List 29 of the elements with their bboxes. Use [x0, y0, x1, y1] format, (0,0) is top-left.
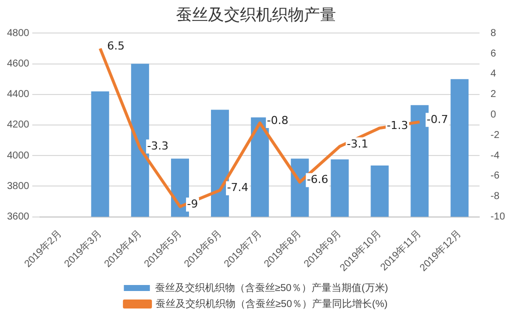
data-label: -0.8 [266, 114, 288, 127]
y2-tick-label: -6 [490, 170, 500, 182]
data-label: -6.6 [306, 172, 328, 186]
y-tick-label: 4800 [6, 28, 30, 39]
y-tick-label: 4600 [6, 58, 30, 70]
y2-tick-label: 6 [490, 48, 497, 60]
y2-tick-label: -2 [490, 130, 500, 141]
data-label: -3.3 [147, 139, 169, 152]
data-label: -3.1 [346, 137, 368, 150]
y2-tick-label: 2 [490, 89, 497, 100]
y2-tick-label: 4 [490, 68, 497, 80]
y2-tick-label: -10 [490, 212, 506, 223]
y-tick-label: 4200 [6, 120, 30, 131]
data-label: -9 [187, 197, 198, 210]
data-label: 6.5 [107, 39, 125, 52]
legend-label: 蚕丝及交织机织物（含蚕丝≥50％）产量当期值(万米) [154, 282, 388, 294]
y2-tick-label: -8 [490, 191, 500, 202]
y2-tick-label: 8 [490, 28, 497, 39]
data-label: -1.3 [386, 118, 408, 132]
y-tick-label: 3800 [6, 180, 30, 192]
y-tick-label: 4400 [6, 89, 30, 100]
legend-label: 蚕丝及交织机织物（含蚕丝≥50％）产量同比增长(%) [155, 298, 388, 310]
data-label: -7.4 [226, 181, 248, 194]
y2-tick-label: 0 [490, 110, 497, 121]
y-tick-label: 4000 [6, 150, 30, 162]
y-tick-label: 3600 [6, 212, 30, 223]
data-label: -0.7 [426, 112, 448, 126]
y2-tick-label: -4 [490, 150, 500, 162]
chart-title: 蚕丝及交织机织物产量 [176, 4, 336, 24]
